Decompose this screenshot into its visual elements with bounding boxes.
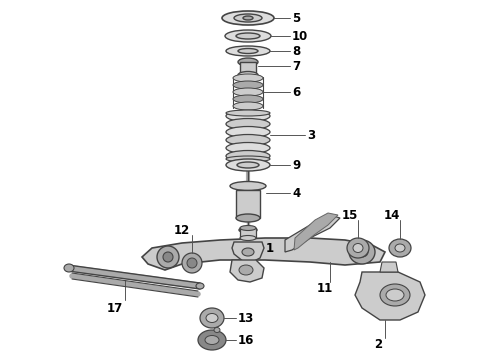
Ellipse shape bbox=[226, 143, 270, 153]
Polygon shape bbox=[285, 215, 340, 252]
Ellipse shape bbox=[243, 16, 253, 20]
Ellipse shape bbox=[157, 246, 179, 268]
Polygon shape bbox=[232, 242, 264, 262]
Text: 2: 2 bbox=[374, 338, 382, 351]
Ellipse shape bbox=[239, 227, 257, 233]
Text: 4: 4 bbox=[292, 186, 300, 199]
Text: 13: 13 bbox=[238, 311, 254, 324]
Ellipse shape bbox=[226, 159, 270, 171]
Ellipse shape bbox=[233, 95, 263, 103]
Bar bbox=[240, 228, 256, 238]
Text: 8: 8 bbox=[292, 45, 300, 58]
Ellipse shape bbox=[386, 289, 404, 301]
Ellipse shape bbox=[226, 111, 270, 122]
Ellipse shape bbox=[163, 252, 173, 262]
Text: 6: 6 bbox=[292, 86, 300, 99]
Ellipse shape bbox=[200, 308, 224, 328]
Text: 12: 12 bbox=[174, 224, 190, 237]
Ellipse shape bbox=[64, 264, 74, 272]
Ellipse shape bbox=[196, 283, 204, 289]
Text: 15: 15 bbox=[342, 208, 358, 221]
Ellipse shape bbox=[226, 118, 270, 130]
Ellipse shape bbox=[236, 214, 260, 222]
Ellipse shape bbox=[380, 284, 410, 306]
Ellipse shape bbox=[233, 102, 263, 110]
Text: 14: 14 bbox=[384, 208, 400, 221]
Ellipse shape bbox=[233, 88, 263, 96]
Ellipse shape bbox=[233, 81, 263, 89]
Text: 10: 10 bbox=[292, 30, 308, 42]
Ellipse shape bbox=[205, 336, 219, 345]
Ellipse shape bbox=[230, 181, 266, 190]
Text: 16: 16 bbox=[238, 333, 254, 346]
Ellipse shape bbox=[238, 72, 258, 78]
Ellipse shape bbox=[222, 11, 274, 25]
Polygon shape bbox=[380, 262, 398, 272]
Ellipse shape bbox=[236, 33, 260, 39]
Ellipse shape bbox=[238, 58, 258, 66]
Ellipse shape bbox=[214, 328, 220, 333]
Ellipse shape bbox=[237, 162, 259, 168]
Ellipse shape bbox=[226, 156, 270, 162]
Polygon shape bbox=[142, 238, 385, 270]
Ellipse shape bbox=[198, 330, 226, 350]
Ellipse shape bbox=[226, 126, 270, 138]
Ellipse shape bbox=[347, 238, 369, 258]
Text: 3: 3 bbox=[307, 129, 315, 141]
Ellipse shape bbox=[225, 30, 271, 42]
Ellipse shape bbox=[242, 248, 254, 256]
Text: 9: 9 bbox=[292, 158, 300, 171]
Ellipse shape bbox=[226, 46, 270, 56]
Ellipse shape bbox=[187, 258, 197, 268]
Ellipse shape bbox=[356, 247, 368, 257]
Ellipse shape bbox=[238, 49, 258, 54]
Ellipse shape bbox=[226, 150, 270, 162]
Ellipse shape bbox=[349, 240, 375, 264]
Text: 17: 17 bbox=[107, 302, 123, 315]
Ellipse shape bbox=[234, 14, 262, 22]
Polygon shape bbox=[294, 213, 338, 250]
Ellipse shape bbox=[239, 265, 253, 275]
Bar bbox=[240, 62, 256, 75]
Ellipse shape bbox=[182, 253, 202, 273]
Ellipse shape bbox=[226, 135, 270, 145]
Text: 7: 7 bbox=[292, 59, 300, 72]
Ellipse shape bbox=[389, 239, 411, 257]
Polygon shape bbox=[355, 272, 425, 320]
Bar bbox=[236, 190, 260, 218]
Ellipse shape bbox=[395, 244, 405, 252]
Ellipse shape bbox=[226, 110, 270, 116]
Ellipse shape bbox=[353, 243, 363, 252]
Text: 1: 1 bbox=[266, 242, 274, 255]
Ellipse shape bbox=[240, 235, 256, 240]
Text: 11: 11 bbox=[317, 282, 333, 294]
Polygon shape bbox=[230, 260, 264, 282]
Ellipse shape bbox=[233, 74, 263, 82]
Ellipse shape bbox=[206, 314, 218, 323]
Text: 5: 5 bbox=[292, 12, 300, 24]
Ellipse shape bbox=[240, 225, 256, 230]
